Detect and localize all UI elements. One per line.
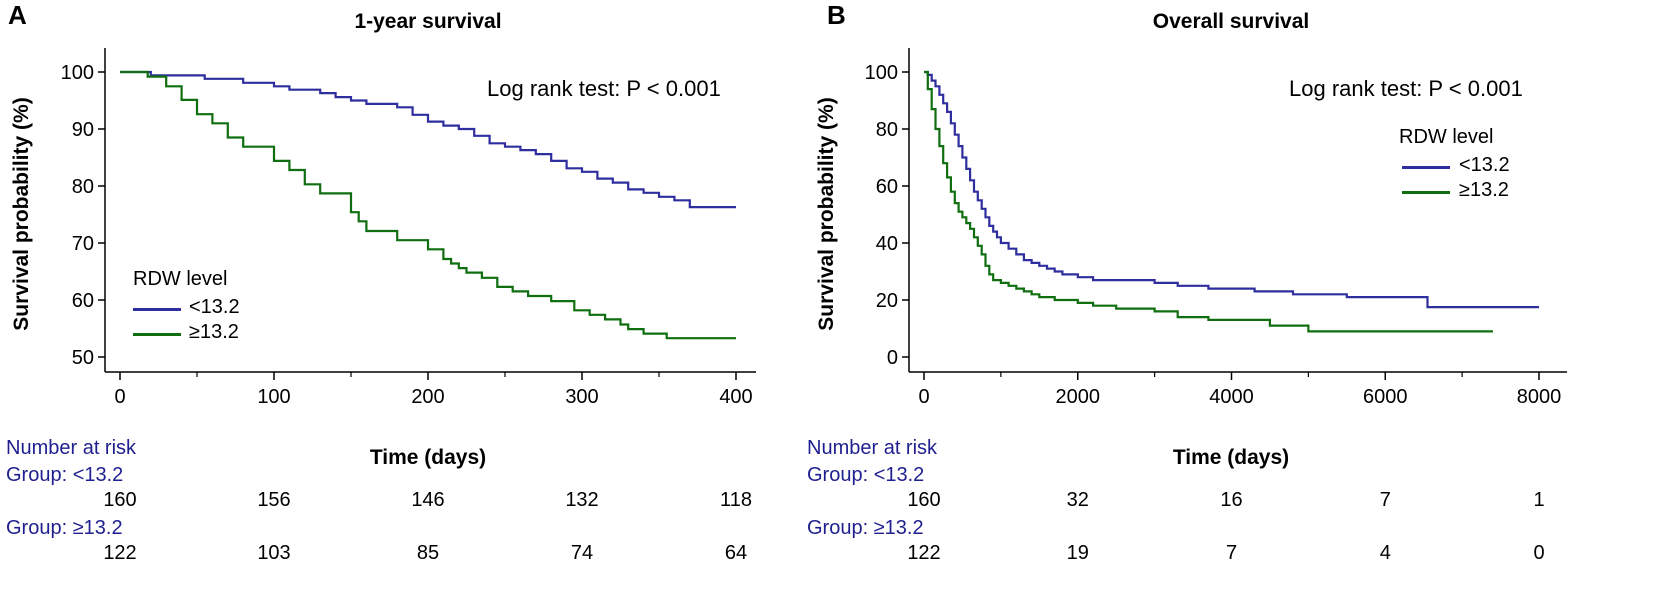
x-tick-label: 8000 [1517,386,1562,408]
chart-title: 1-year survival [354,10,502,33]
risk-count: 160 [103,489,137,511]
y-tick-label: 60 [876,176,898,198]
risk-count: 7 [1379,489,1391,511]
risk-count: 16 [1220,489,1243,511]
y-tick-label: 80 [72,176,94,198]
chart-title: Overall survival [1152,10,1310,33]
legend-label-high: ≥13.2 [1459,179,1509,201]
x-tick-label: 6000 [1363,386,1408,408]
y-tick-label: 60 [72,290,94,312]
y-tick-label: 70 [72,233,94,255]
panel-letter: B [827,0,846,30]
risk-count: 4 [1379,542,1391,564]
survival-plot: 0 20 40 60 80 100 0 2000 4000 6000 8000 [865,48,1567,408]
risk-table-title: Number at risk [6,437,137,459]
legend-label-low: <13.2 [1459,154,1510,176]
survival-curve-low [924,70,1539,309]
risk-count: 74 [570,542,594,564]
risk-group-low-label: Group: <13.2 [807,464,925,486]
risk-count: 64 [724,542,748,564]
y-tick-label: 80 [876,119,898,141]
y-tick-label: 50 [72,347,94,369]
log-rank-annotation: Log rank test: P < 0.001 [487,76,721,101]
risk-count: 19 [1066,542,1089,564]
x-tick-label: 300 [565,386,598,408]
risk-group-high-label: Group: ≥13.2 [6,517,123,539]
y-tick-label: 100 [865,62,898,84]
y-tick-label: 100 [61,62,94,84]
risk-table-title: Number at risk [807,437,938,459]
risk-group-high-label: Group: ≥13.2 [807,517,924,539]
legend-label-high: ≥13.2 [189,321,239,343]
risk-count: 7 [1225,542,1238,564]
survival-curve-high [120,70,736,340]
risk-count: 132 [565,489,599,511]
legend-line-low [1402,166,1450,169]
risk-count: 32 [1066,489,1089,511]
survival-curve-high [924,70,1493,333]
x-tick-label: 100 [257,386,290,408]
risk-count: 146 [411,489,445,511]
risk-count: 1 [1533,489,1545,511]
panel-a: A 1-year survival Survival probability (… [6,0,756,564]
y-tick-label: 20 [876,290,898,312]
x-tick-label: 4000 [1209,386,1254,408]
x-axis-label: Time (days) [1172,446,1290,469]
x-tick-label: 0 [114,386,125,408]
risk-count: 122 [907,542,941,564]
log-rank-annotation: Log rank test: P < 0.001 [1289,76,1523,101]
survival-curve-low [120,70,736,209]
legend-line-high [133,333,181,336]
risk-count: 122 [103,542,137,564]
y-tick-label: 0 [887,347,898,369]
panel-b: B Overall survival Survival probability … [807,0,1654,599]
legend-title: RDW level [1399,126,1494,148]
legend-title: RDW level [133,268,228,290]
x-tick-label: 400 [719,386,752,408]
x-tick-label: 2000 [1056,386,1101,408]
risk-group-low-label: Group: <13.2 [6,464,124,486]
legend-line-high [1402,191,1450,194]
risk-count: 0 [1533,542,1545,564]
survival-plot: 50 60 70 80 90 100 0 100 200 300 400 [61,48,756,408]
legend-label-low: <13.2 [189,296,240,318]
x-tick-label: 200 [411,386,444,408]
panel-letter: A [8,0,27,30]
y-tick-label: 40 [876,233,898,255]
risk-count: 85 [416,542,440,564]
x-tick-label: 0 [918,386,929,408]
legend-line-low [133,308,181,311]
risk-count: 160 [907,489,941,511]
risk-count: 156 [257,489,291,511]
y-tick-label: 90 [72,119,94,141]
x-axis-label: Time (days) [369,446,487,469]
risk-count: 118 [720,489,752,511]
risk-count: 103 [257,542,291,564]
